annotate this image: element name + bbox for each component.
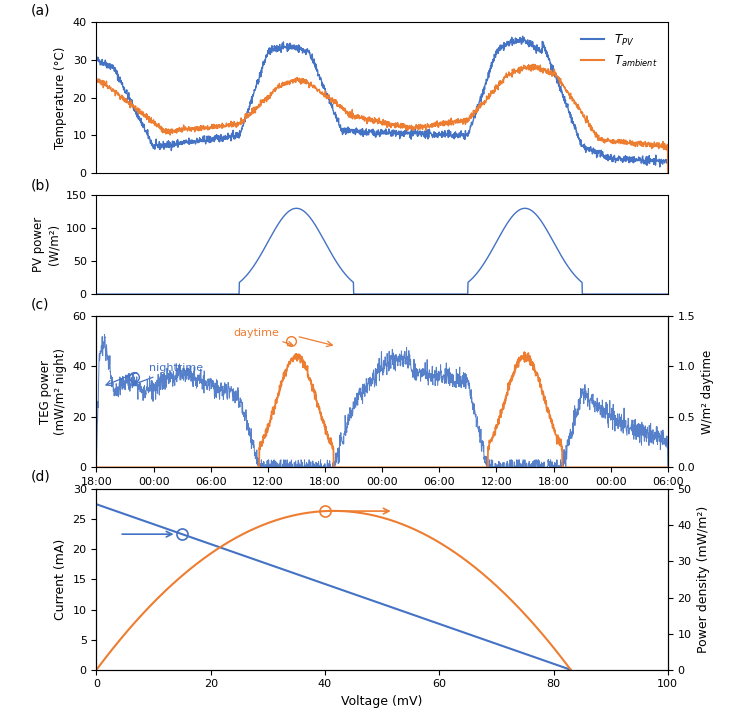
- Text: daytime: daytime: [234, 328, 292, 346]
- Legend: $T_{PV}$, $T_{ambient}$: $T_{PV}$, $T_{ambient}$: [576, 28, 662, 74]
- Text: (c): (c): [30, 298, 49, 312]
- Text: (a): (a): [30, 4, 50, 17]
- Text: |: |: [609, 488, 612, 499]
- Y-axis label: PV power
(W/m²): PV power (W/m²): [32, 217, 60, 272]
- Text: 11-Oct-21: 11-Oct-21: [240, 505, 295, 515]
- Text: nighttime: nighttime: [132, 363, 203, 386]
- Y-axis label: Power density (mW/m²): Power density (mW/m²): [697, 506, 710, 653]
- Y-axis label: TEG power
(mW/m² night): TEG power (mW/m² night): [39, 348, 67, 435]
- Text: |: |: [381, 488, 384, 499]
- Y-axis label: Current (mA): Current (mA): [54, 539, 67, 620]
- Y-axis label: W/m² daytime: W/m² daytime: [700, 349, 714, 434]
- Y-axis label: Temperature (°C): Temperature (°C): [54, 47, 67, 149]
- Text: 12-Oct-21: 12-Oct-21: [468, 505, 525, 515]
- X-axis label: Voltage (mV): Voltage (mV): [341, 695, 423, 708]
- Text: |: |: [152, 488, 155, 499]
- Text: (b): (b): [30, 178, 50, 192]
- Text: (d): (d): [30, 470, 50, 484]
